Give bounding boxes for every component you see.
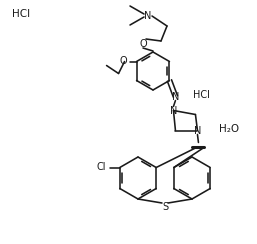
Text: N: N: [194, 125, 201, 135]
Text: HCl: HCl: [12, 9, 30, 19]
Text: N: N: [172, 92, 179, 102]
Text: N: N: [170, 105, 177, 115]
Text: O: O: [120, 57, 127, 67]
Text: Cl: Cl: [96, 163, 106, 173]
Text: HCl: HCl: [194, 90, 210, 100]
Text: S: S: [162, 202, 168, 212]
Text: H₂O: H₂O: [219, 123, 240, 133]
Text: O: O: [139, 39, 147, 49]
Text: N: N: [144, 11, 152, 21]
